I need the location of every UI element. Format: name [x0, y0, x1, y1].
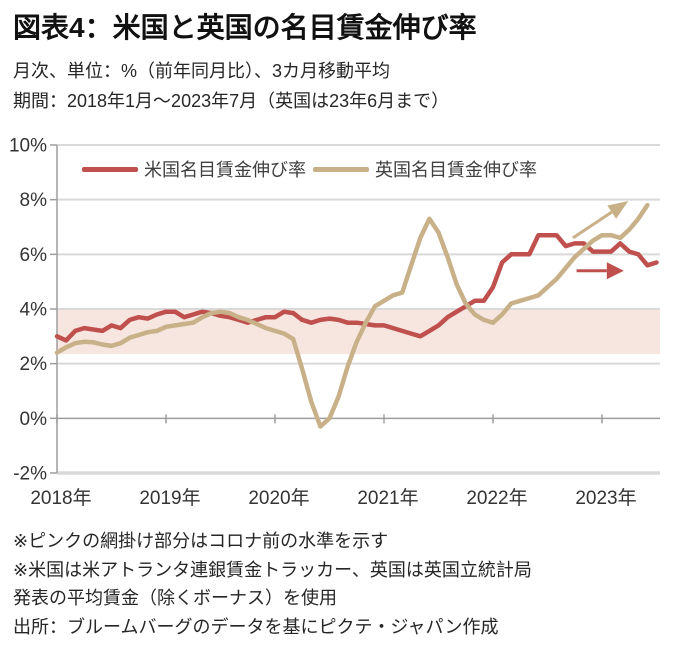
- x-tick-label: 2019年: [139, 487, 200, 509]
- y-tick-label: 2%: [20, 354, 48, 375]
- footnote-sources-1: ※米国は米アトランタ連銀賃金トラッカー、英国は英国立統計局: [13, 559, 532, 580]
- y-tick-label: 8%: [20, 190, 48, 211]
- us-line-swatch: [82, 166, 138, 172]
- page-title: 図表4：米国と英国の名目賃金伸び率: [13, 12, 477, 43]
- uk-line-swatch: [313, 166, 369, 172]
- legend-label-uk: 英国名目賃金伸び率: [375, 160, 537, 180]
- footnote-sources-2: 発表の平均賃金（除くボーナス）を使用: [13, 588, 337, 608]
- y-tick-label: 6%: [20, 245, 48, 266]
- legend-label-us: 米国名目賃金伸び率: [144, 160, 306, 180]
- subtitle-frequency: 月次、単位：%（前年同月比）、3カ月移動平均: [13, 61, 391, 81]
- us-series-line: [54, 232, 659, 343]
- uk-trend-arrow-shaft: [572, 210, 613, 240]
- y-tick-label: 4%: [20, 299, 48, 320]
- y-tick-label: 10%: [9, 136, 47, 157]
- chart-area: 10% 8% 6% 4% 2% 0% -2% 2018年 2019年 2020年 2021年 2022…: [0, 128, 678, 520]
- x-tick-label: 2022年: [466, 487, 527, 509]
- y-tick-label: -2%: [13, 463, 47, 484]
- wage-chart-svg: 10% 8% 6% 4% 2% 0% -2% 2018年 2019年 2020年 2021年 2022…: [9, 136, 660, 509]
- uk-series-line: [54, 202, 650, 429]
- uk-trend-arrow-head: [607, 201, 629, 219]
- x-tick-label: 2020年: [248, 487, 309, 509]
- legend-item-uk: 英国名目賃金伸び率: [313, 159, 537, 180]
- footnotes: ※ピンクの網掛け部分はコロナ前の水準を示す ※米国は米アトランタ連銀賃金トラッカ…: [13, 527, 673, 641]
- source-line: 出所：ブルームバーグのデータを基にピクテ・ジャパン作成: [13, 616, 499, 637]
- x-tick-label: 2023年: [575, 487, 636, 509]
- x-tick-label: 2021年: [357, 487, 418, 509]
- subtitle-period: 期間：2018年1月～2023年7月（英国は23年6月まで）: [13, 91, 450, 111]
- x-tick-label: 2018年: [30, 487, 91, 509]
- footnote-band: ※ピンクの網掛け部分はコロナ前の水準を示す: [13, 531, 389, 551]
- legend-item-us: 米国名目賃金伸び率: [82, 159, 306, 180]
- y-tick-label: 0%: [20, 409, 48, 430]
- us-trend-arrow-head: [606, 262, 624, 280]
